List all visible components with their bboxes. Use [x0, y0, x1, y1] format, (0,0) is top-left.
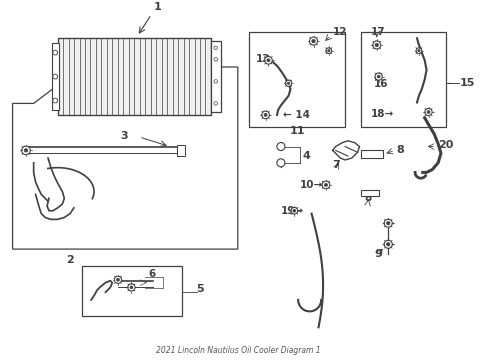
- Circle shape: [130, 286, 133, 289]
- Text: 16: 16: [373, 79, 387, 89]
- Circle shape: [53, 98, 58, 103]
- Circle shape: [264, 113, 266, 116]
- Bar: [249, 32, 345, 127]
- Circle shape: [285, 80, 291, 86]
- Bar: [361, 150, 382, 158]
- Circle shape: [426, 111, 429, 113]
- Circle shape: [116, 278, 119, 281]
- Text: 17: 17: [370, 27, 385, 37]
- Circle shape: [214, 80, 217, 83]
- Circle shape: [415, 48, 421, 54]
- Circle shape: [322, 181, 329, 189]
- Circle shape: [261, 111, 269, 119]
- Text: 8: 8: [364, 193, 371, 203]
- Circle shape: [287, 82, 289, 85]
- Circle shape: [386, 221, 389, 225]
- Text: 7: 7: [332, 159, 340, 170]
- Text: 3: 3: [120, 131, 127, 141]
- Text: 13: 13: [256, 54, 270, 64]
- Circle shape: [264, 57, 272, 64]
- Text: 9: 9: [374, 249, 382, 259]
- Circle shape: [290, 207, 297, 214]
- Circle shape: [266, 59, 269, 62]
- Circle shape: [424, 108, 431, 116]
- Circle shape: [127, 284, 135, 291]
- Circle shape: [384, 240, 391, 248]
- Circle shape: [214, 58, 217, 61]
- Circle shape: [311, 39, 315, 43]
- Text: 4: 4: [302, 151, 309, 161]
- Circle shape: [372, 41, 380, 49]
- Circle shape: [276, 143, 285, 150]
- Bar: [81, 266, 182, 316]
- Circle shape: [276, 159, 285, 167]
- Circle shape: [325, 48, 331, 54]
- Text: 19→: 19→: [280, 206, 304, 216]
- Text: 20: 20: [437, 140, 452, 150]
- Bar: [52, 43, 59, 110]
- Circle shape: [292, 209, 295, 212]
- Text: 12: 12: [332, 27, 346, 37]
- Bar: [361, 190, 378, 196]
- Text: 15: 15: [459, 78, 474, 88]
- Circle shape: [384, 219, 391, 227]
- Text: 6: 6: [148, 269, 156, 279]
- Bar: [177, 145, 184, 156]
- Text: 1: 1: [153, 3, 161, 12]
- Text: 2021 Lincoln Nautilus Oil Cooler Diagram 1: 2021 Lincoln Nautilus Oil Cooler Diagram…: [156, 346, 321, 355]
- Circle shape: [53, 74, 58, 79]
- Text: 2: 2: [66, 256, 74, 265]
- Text: 8: 8: [395, 145, 403, 156]
- Text: 10→: 10→: [300, 180, 323, 190]
- Circle shape: [24, 149, 28, 152]
- Circle shape: [309, 37, 317, 45]
- Circle shape: [53, 50, 58, 55]
- Text: 11: 11: [289, 126, 305, 136]
- Text: 5: 5: [196, 284, 204, 294]
- Circle shape: [374, 43, 378, 47]
- Bar: [58, 38, 210, 115]
- Circle shape: [114, 276, 122, 283]
- Text: ← 14: ← 14: [282, 110, 309, 120]
- Circle shape: [324, 183, 327, 186]
- Bar: [361, 32, 445, 127]
- Circle shape: [214, 102, 217, 105]
- Circle shape: [376, 75, 379, 78]
- Circle shape: [417, 50, 419, 52]
- Bar: [210, 41, 220, 112]
- Text: 18→: 18→: [370, 109, 393, 119]
- Circle shape: [21, 146, 30, 155]
- Circle shape: [214, 46, 217, 50]
- Circle shape: [374, 73, 382, 80]
- Circle shape: [327, 50, 329, 52]
- Circle shape: [386, 243, 389, 246]
